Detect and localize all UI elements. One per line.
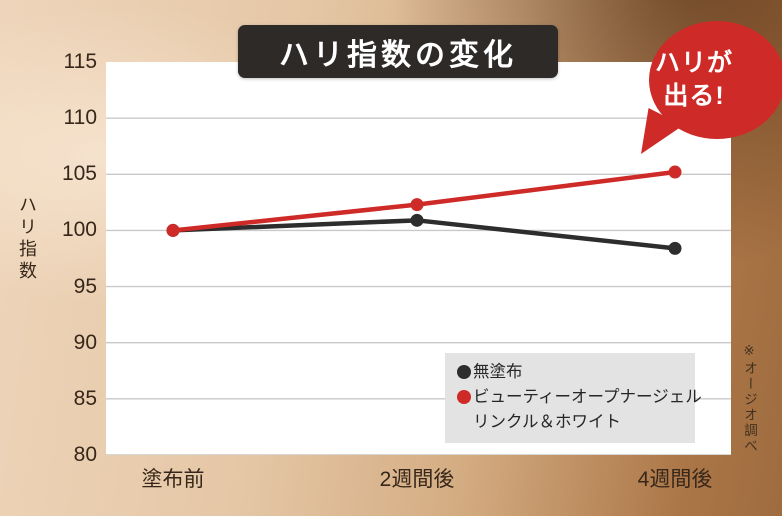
data-point	[410, 198, 424, 212]
chart-title-label: ハリ指数の変化	[279, 38, 517, 72]
data-point	[668, 165, 682, 179]
result-badge-text: ハリが 出る!	[653, 47, 735, 113]
line-chart	[106, 117, 731, 455]
y-axis-title: ハリ指数	[17, 195, 37, 283]
y-tick-label: 100	[61, 218, 97, 242]
x-tick-label: 塗布前	[141, 468, 205, 491]
y-tick-label: 90	[73, 330, 97, 354]
x-tick-label: 4週間後	[637, 468, 713, 491]
data-point	[668, 241, 682, 255]
legend-label: 無塗布	[473, 363, 523, 381]
result-badge-line1: ハリが	[654, 49, 733, 77]
y-tick-label: 105	[61, 162, 97, 186]
y-tick-label: 95	[73, 274, 97, 298]
chart-legend: 無塗布ビューティーオープナージェル リンクル＆ホワイト	[445, 353, 702, 443]
result-badge: ハリが 出る!	[649, 21, 782, 139]
legend-entry: 無塗布	[457, 360, 685, 385]
legend-entry: ビューティーオープナージェル リンクル＆ホワイト	[457, 385, 702, 435]
chart-title: ハリ指数の変化	[238, 25, 558, 78]
data-point	[166, 223, 180, 237]
y-tick-label: 80	[73, 443, 97, 466]
source-note: ※オージオ調べ	[742, 343, 757, 454]
y-tick-label: 115	[63, 50, 97, 73]
y-tick-label: 85	[73, 386, 97, 410]
y-tick-label: 110	[63, 106, 97, 130]
legend-marker-icon	[457, 365, 471, 379]
result-badge-line2: 出る!	[663, 82, 725, 110]
legend-marker-icon	[457, 390, 471, 404]
data-point	[410, 213, 424, 227]
plot-area: 無塗布ビューティーオープナージェル リンクル＆ホワイト	[106, 62, 731, 455]
x-tick-label: 2週間後	[379, 468, 455, 491]
legend-label: ビューティーオープナージェル リンクル＆ホワイト	[473, 388, 702, 431]
